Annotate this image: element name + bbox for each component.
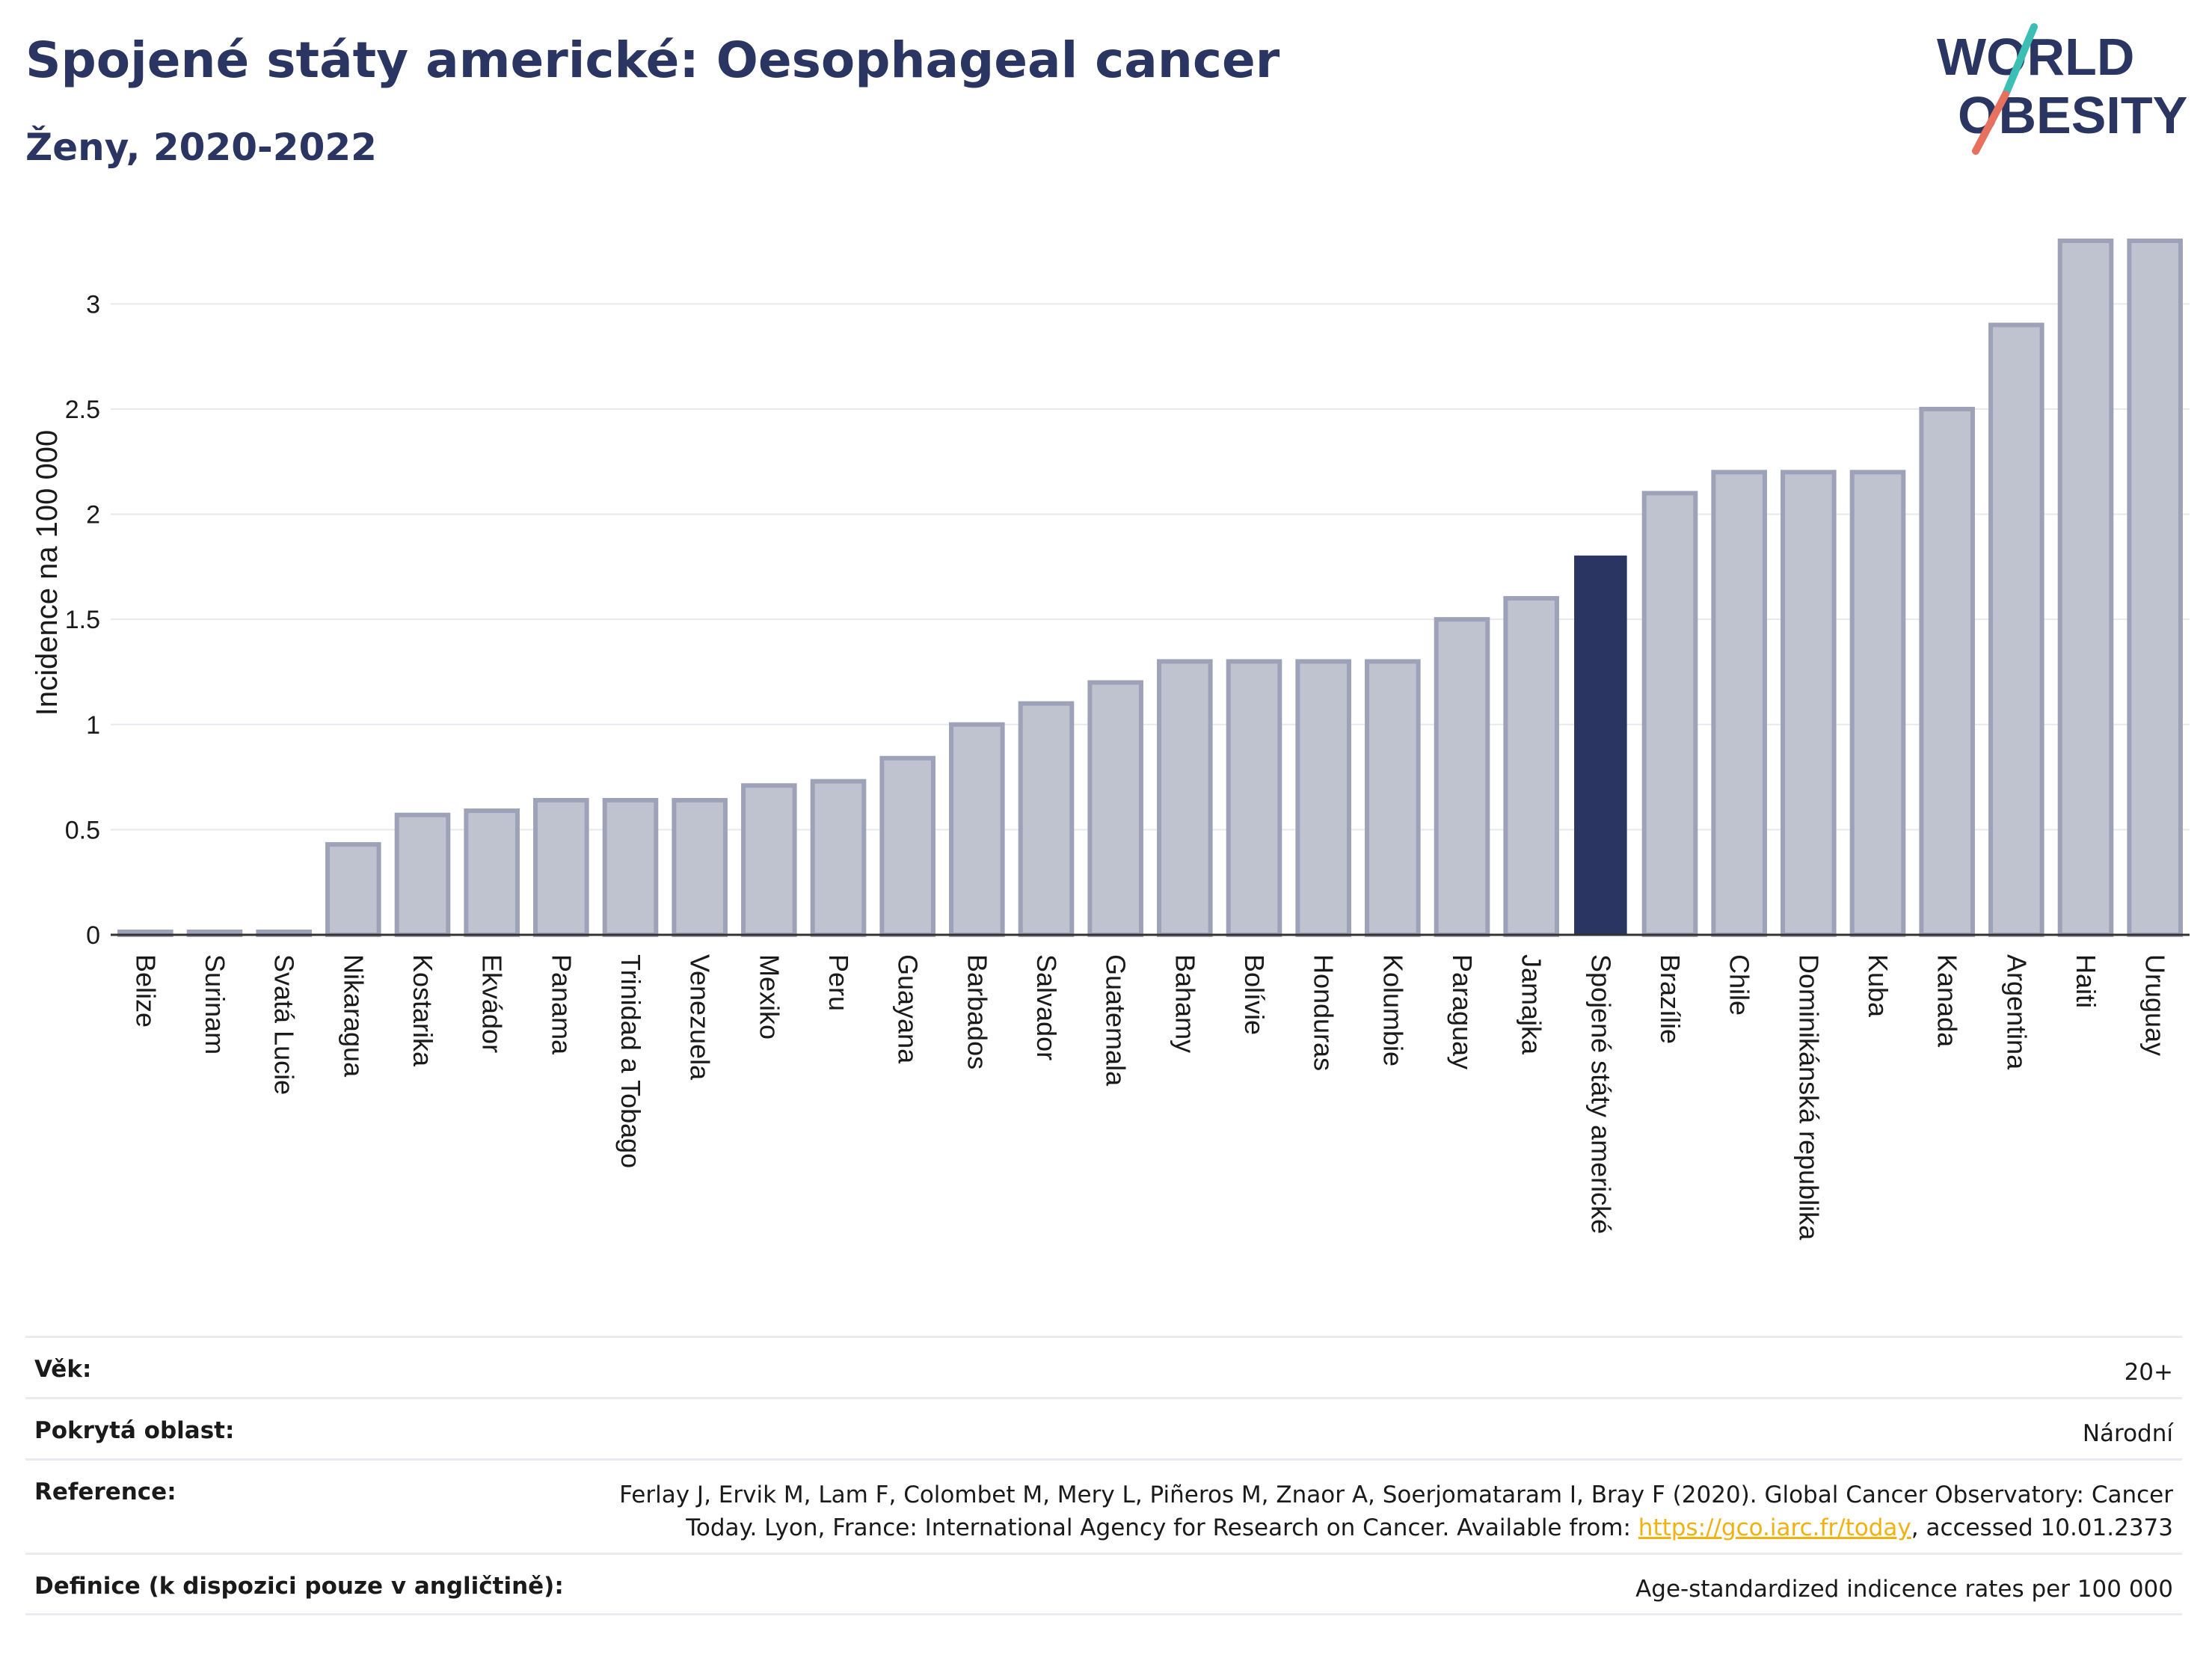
y-tick-label: 3 [86,290,100,319]
y-tick-label: 1.5 [65,606,100,634]
x-tick-label: Argentina [2001,954,2032,1070]
x-tick-label: Ekvádor [477,954,508,1053]
bar-dominik-nsk-republika [1781,470,1837,937]
bars [117,239,2183,938]
x-tick-label: Kuba [1863,954,1893,1018]
bar-bol-vie [1226,659,1282,937]
x-tick-label: Uruguay [2140,954,2171,1056]
x-tick-label: Mexiko [754,954,784,1040]
bar-bahamy [1157,659,1213,937]
chart-title: Spojené státy americké: Oesophageal canc… [25,31,1280,89]
x-tick-label: Surinam [200,954,230,1054]
gridlines [111,303,2190,831]
bar-panama [533,798,589,938]
x-tick-label: Trinidad a Tobago [615,954,646,1168]
x-tick-label: Barbados [962,954,992,1069]
x-tick-label: Brazílie [1655,954,1686,1044]
x-tick-label: Dominikánská republika [1793,954,1824,1241]
meta-row-reference: Reference: Ferlay J, Ervik M, Lam F, Col… [25,1458,2182,1553]
x-tick-label: Spojené státy americké [1585,954,1616,1234]
age-value: 20+ [2124,1359,2173,1386]
bar-venezuela [672,798,728,938]
y-tick-label: 1 [86,711,100,740]
reference-value: Ferlay J, Ervik M, Lam F, Colombet M, Me… [619,1479,2173,1544]
x-tick-label: Guayana [893,954,924,1064]
x-tick-label: Paraguay [1447,954,1478,1069]
x-tick-label: Bolívie [1239,954,1270,1035]
bar-guayana [879,755,936,937]
bar-chile [1711,470,1767,937]
y-tick-label: 2 [86,501,100,529]
bar-argentina [1988,322,2044,937]
bar-kostarika [394,812,451,938]
bar-nikaragua [325,842,381,937]
x-tick-label: Haiti [2071,954,2101,1008]
x-tick-label: Kostarika [408,954,438,1067]
bar-guatemala [1087,680,1143,938]
x-tick-label: Jamajka [1517,954,1547,1055]
reference-link[interactable]: https://gco.iarc.fr/today [1638,1514,1911,1541]
bar-haiti [2057,239,2114,937]
meta-row-definition: Definice (k dispozici pouze v angličtině… [25,1553,2182,1615]
area-value: Národní [2082,1420,2173,1447]
bar-barbados [949,722,1005,938]
x-tick-label: Honduras [1309,954,1339,1071]
reference-label: Reference: [34,1479,176,1505]
x-tick-label: Chile [1724,954,1755,1016]
age-label: Věk: [34,1356,92,1383]
x-tick-label: Belize [130,954,161,1028]
x-tick-label: Venezuela [685,954,716,1081]
bar-kuba [1849,470,1906,937]
meta-row-age: Věk: 20+ [25,1336,2182,1397]
metadata-table: Věk: 20+ Pokrytá oblast: Národní Referen… [25,1336,2182,1615]
bar-jamajka [1503,596,1559,937]
x-tick-label: Panama [546,954,577,1055]
y-axis-title: Incidence na 100 000 [31,430,64,716]
chart-subtitle: Ženy, 2020-2022 [25,126,377,169]
bar-kolumbie [1365,659,1421,937]
y-tick-labels: 0 0.5 1 1.5 2 2.5 3 [65,290,100,950]
x-tick-labels: Belize Surinam Svatá Lucie Nikaragua Kostari… [130,954,2170,1241]
logo-slash-top [2002,23,2038,98]
bar-salvador [1018,701,1075,938]
x-tick-label: Guatemala [1101,954,1131,1087]
bar-chart: 0 0.5 1 1.5 2 2.5 3 Belize Surinam Svatá Lucie Ni… [31,239,2190,1241]
reference-text-1: Ferlay J, Ervik M, Lam F, Colombet M, Me… [619,1481,2173,1508]
x-tick-label: Peru [823,954,854,1011]
x-tick-label: Nikaragua [338,954,369,1078]
bar-peru [810,779,867,938]
area-label: Pokrytá oblast: [34,1417,235,1444]
reference-text-2: Today. Lyon, France: International Agenc… [686,1514,1631,1541]
y-tick-label: 2.5 [65,396,100,424]
logo-slash-bottom [1972,90,2009,155]
bar-braz-lie [1641,491,1698,937]
bar-honduras [1295,659,1351,937]
x-tick-label: Salvador [1031,954,1062,1060]
bar-ekv-dor [464,808,520,937]
x-tick-label: Bahamy [1170,954,1200,1053]
x-tick-label: Kolumbie [1377,954,1408,1066]
y-tick-label: 0.5 [65,816,100,844]
bar-paraguay [1434,617,1490,937]
x-tick-label: Svatá Lucie [269,954,300,1095]
definition-value: Age-standardized indicence rates per 100… [1635,1576,2173,1603]
bar-spojen-st-ty-americk- [1574,555,1627,936]
meta-row-area: Pokrytá oblast: Národní [25,1397,2182,1458]
bar-mexiko [741,783,797,937]
bar-kanada [1919,406,1975,937]
logo-line-world: WORLD [1937,28,2134,86]
x-tick-label: Kanada [1932,954,1963,1048]
bar-uruguay [2127,239,2183,937]
reference-text-3: , accessed 10.01.2373 [1911,1514,2173,1541]
y-tick-label: 0 [86,921,100,950]
world-obesity-logo: WORLD OBESITY [1937,23,2187,155]
bar-trinidad-a-tobago [602,798,659,938]
definition-label: Definice (k dispozici pouze v angličtině… [34,1573,564,1600]
